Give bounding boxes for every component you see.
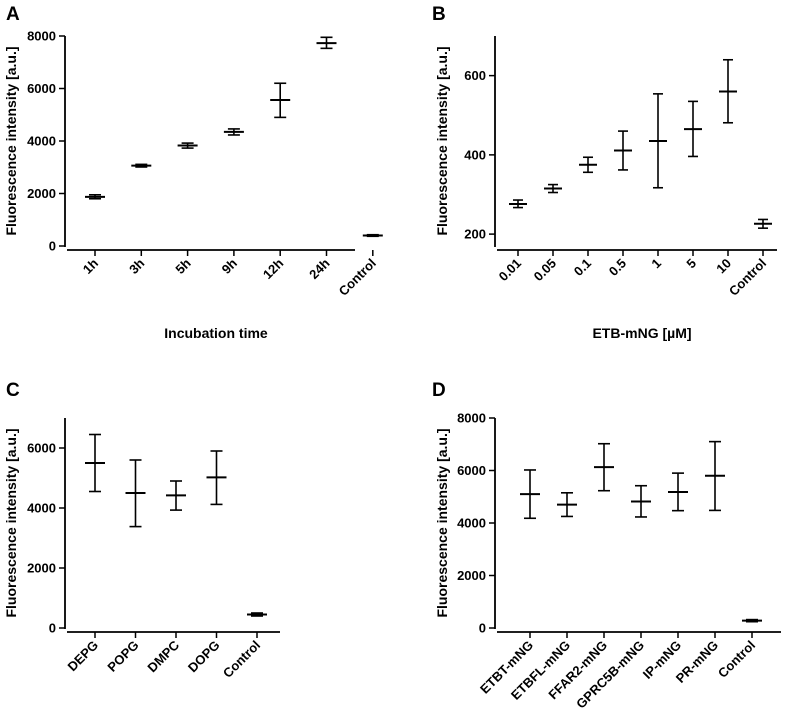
panel-d: D 0 2000 4000 6000 8000 Fluorescence intensity… xyxy=(432,380,781,711)
panel-b-y-tick-label: 400 xyxy=(464,147,486,162)
panel-d-letter: D xyxy=(432,380,446,401)
panel-c-y-tick-label: 0 xyxy=(49,621,56,636)
panel-c-letter: C xyxy=(6,380,20,401)
panel-a: A 0 2000 4000 6000 8000 Fluorescence intensity… xyxy=(3,4,383,341)
panel-d-y-axis-title: Fluorescence intensity [a.u.] xyxy=(434,428,450,617)
panel-a-y-tick-label: 0 xyxy=(49,239,56,254)
panel-c: C 0 2000 4000 6000 Fluorescence intensity [a.… xyxy=(3,380,280,681)
panel-b-x-tick-label: Control xyxy=(726,256,769,299)
panel-a-y-tick-label: 8000 xyxy=(27,29,56,44)
panel-b-x-tick-label: 0.01 xyxy=(496,256,525,285)
panel-c-y-tick-label: 6000 xyxy=(27,441,56,456)
panel-d-y-tick-label: 2000 xyxy=(457,568,486,583)
panel-a-letter: A xyxy=(6,4,20,25)
panel-a-y-tick-label: 4000 xyxy=(27,134,56,149)
panel-c-x-tick-label: DMPC xyxy=(144,637,182,675)
panel-a-y-axis-title: Fluorescence intensity [a.u.] xyxy=(3,46,19,235)
panel-b-x-axis-title: ETB-mNG [µM] xyxy=(592,325,691,341)
panel-d-x-tick-label: GPRC5B-mNG xyxy=(573,638,647,712)
panel-c-x-tick-label: DEPG xyxy=(64,638,101,675)
panel-b-letter: B xyxy=(432,4,446,25)
panel-c-y-axis-title: Fluorescence intensity [a.u.] xyxy=(3,428,19,617)
panel-b: B 200 400 600 Fluorescence intensity [a.u.] 0… xyxy=(432,4,777,341)
panel-b-y-tick-label: 600 xyxy=(464,68,486,83)
panel-b-x-tick-label: 1 xyxy=(648,256,664,272)
panel-a-y-tick-label: 2000 xyxy=(27,186,56,201)
panel-b-y-tick-label: 200 xyxy=(464,227,486,242)
panel-d-x-tick-label: Control xyxy=(715,638,758,681)
panel-d-y-tick-label: 0 xyxy=(479,621,486,636)
panel-d-y-tick-label: 8000 xyxy=(457,411,486,426)
panel-c-x-tick-label: DOPG xyxy=(185,638,223,676)
panel-c-y-tick-label: 4000 xyxy=(27,501,56,516)
panel-d-y-tick-label: 6000 xyxy=(457,463,486,478)
panel-b-x-tick-label: 0.05 xyxy=(531,256,560,285)
panel-b-x-tick-label: 0.1 xyxy=(571,256,594,279)
panel-a-x-tick-label: Control xyxy=(336,256,379,299)
panel-b-x-tick-label: 5 xyxy=(683,256,699,272)
panel-a-x-tick-label: 3h xyxy=(126,255,147,276)
panel-c-x-tick-label: POPG xyxy=(104,638,141,675)
panel-a-x-tick-label: 24h xyxy=(306,255,332,281)
panel-a-x-tick-label: 12h xyxy=(260,255,286,281)
panel-a-y-tick-label: 6000 xyxy=(27,81,56,96)
panel-a-x-axis-title: Incubation time xyxy=(164,325,268,341)
panel-b-x-tick-label: 10 xyxy=(713,256,734,277)
panel-b-y-axis-title: Fluorescence intensity [a.u.] xyxy=(434,46,450,235)
panel-c-y-tick-label: 2000 xyxy=(27,561,56,576)
panel-c-x-tick-label: Control xyxy=(220,638,263,681)
panel-a-x-tick-label: 1h xyxy=(80,255,101,276)
panel-a-x-tick-label: 5h xyxy=(172,255,193,276)
panel-b-x-tick-label: 0.5 xyxy=(606,256,629,279)
panel-d-y-tick-label: 4000 xyxy=(457,516,486,531)
panel-a-x-tick-label: 9h xyxy=(219,255,240,276)
